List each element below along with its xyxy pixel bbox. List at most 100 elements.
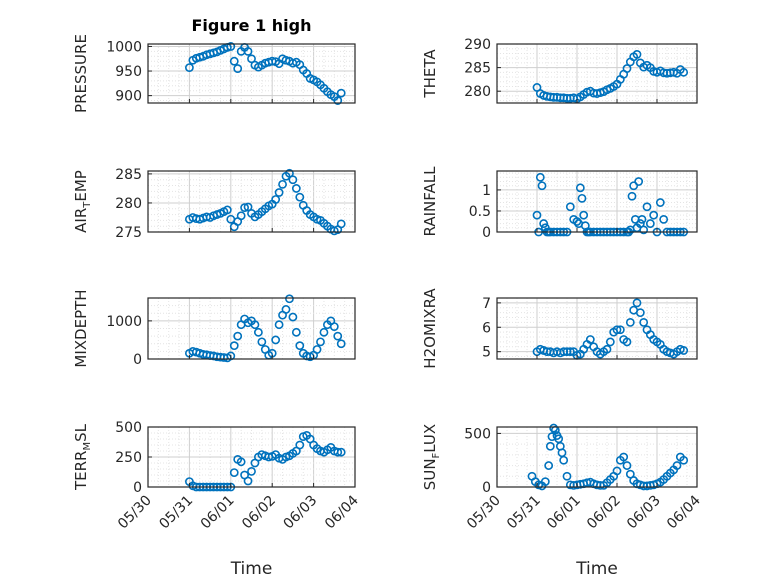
data-point	[236, 457, 246, 467]
y-axis-label-main: TERR	[72, 451, 90, 492]
data-point	[637, 214, 647, 224]
y-axis-label-main: H2OMIXRA	[421, 288, 439, 369]
data-point	[250, 320, 260, 330]
axes-box	[147, 297, 356, 360]
data-point	[336, 219, 346, 229]
data-point	[632, 298, 642, 308]
data-point	[649, 210, 659, 220]
data-point	[625, 317, 635, 327]
data-point	[579, 210, 589, 220]
subplot-pressure: 900 950 1000 PRESSURE	[72, 34, 356, 113]
data-point	[565, 347, 575, 357]
data-point	[639, 225, 649, 235]
data-point	[229, 56, 239, 66]
data-point	[645, 219, 655, 228]
y-axis-label-main: SUN	[421, 458, 439, 490]
axes-box	[496, 43, 698, 104]
data-point	[577, 193, 587, 203]
y-tick-label: 275	[115, 225, 142, 241]
data-point	[257, 337, 267, 347]
data-point	[274, 320, 284, 330]
subplot-airemp: 275 280 285 AIRTEMP	[72, 167, 356, 241]
marker-series	[532, 49, 689, 104]
grid-lines	[497, 43, 697, 103]
axes-box	[496, 170, 698, 233]
data-point	[253, 327, 263, 337]
data-point	[336, 88, 346, 98]
y-axis-label-subscript: M	[82, 442, 93, 451]
y-tick-label: 0	[133, 480, 142, 496]
data-point	[679, 346, 689, 355]
y-axis-label-tail: LUX	[421, 424, 439, 453]
data-point	[285, 168, 294, 178]
data-point	[247, 466, 256, 476]
data-point	[615, 325, 625, 335]
data-point	[672, 461, 682, 470]
data-point	[333, 96, 343, 105]
data-point	[642, 202, 652, 212]
data-point	[295, 341, 305, 351]
y-axis-label: PRESSURE	[72, 34, 90, 113]
y-tick-label: 5	[482, 345, 491, 361]
data-point	[535, 172, 545, 182]
data-point	[622, 64, 632, 73]
y-tick-label: 900	[115, 89, 142, 105]
data-point	[585, 335, 595, 344]
data-point	[679, 455, 689, 465]
data-point	[622, 337, 632, 347]
y-tick-label: 500	[464, 426, 491, 442]
subplot-rainfall: 0 0.5 1 RAINFALL	[421, 166, 698, 241]
y-axis-label-tail: SL	[72, 423, 90, 442]
x-axis-label-left: Time	[230, 559, 273, 579]
data-point	[229, 341, 239, 351]
data-point	[336, 339, 346, 349]
y-tick-label: 6	[482, 320, 491, 336]
data-point	[243, 202, 253, 212]
data-point	[236, 211, 246, 221]
data-point	[532, 210, 542, 220]
data-point	[295, 440, 305, 450]
axes-box	[147, 43, 356, 104]
y-tick-label: 0	[482, 225, 491, 241]
y-axis-label-main: PRESSURE	[72, 34, 90, 113]
y-tick-label: 1	[482, 183, 491, 199]
y-axis-label: MIXDEPTH	[72, 289, 90, 367]
data-point	[634, 177, 644, 186]
data-point	[559, 455, 569, 465]
y-axis-label-main: AIR	[72, 208, 90, 233]
data-point	[247, 54, 256, 64]
y-tick-label: 250	[115, 450, 142, 466]
data-point	[243, 46, 253, 56]
data-point	[233, 331, 243, 341]
y-axis-label: THETA	[421, 49, 439, 99]
y-axis-label-tail: EMP	[72, 170, 90, 201]
subplot-mixdepth: 0 1000 MIXDEPTH	[72, 289, 356, 368]
grid-lines	[148, 426, 355, 488]
data-point	[612, 325, 622, 335]
data-point	[226, 42, 236, 51]
y-axis-label: TERRMSL	[72, 423, 93, 491]
grid-lines	[148, 171, 355, 233]
data-point	[602, 344, 612, 354]
data-point	[271, 335, 281, 345]
data-point	[288, 312, 298, 322]
data-point	[312, 345, 322, 354]
data-point	[659, 214, 669, 224]
data-point	[622, 461, 632, 470]
data-point	[291, 327, 301, 337]
data-point	[540, 477, 550, 487]
y-tick-label: 7	[482, 296, 491, 312]
y-tick-label: 280	[115, 196, 142, 212]
data-point	[545, 441, 555, 451]
data-point	[612, 466, 622, 476]
y-axis-label: RAINFALL	[421, 166, 439, 237]
y-tick-label: 1000	[106, 39, 142, 55]
y-tick-label: 0.5	[469, 204, 491, 220]
data-point	[274, 188, 284, 197]
data-point	[537, 181, 547, 191]
data-point	[271, 195, 281, 204]
data-point	[544, 461, 554, 470]
subplot-h2omixra: 5 6 7 H2OMIXRA	[421, 288, 698, 369]
